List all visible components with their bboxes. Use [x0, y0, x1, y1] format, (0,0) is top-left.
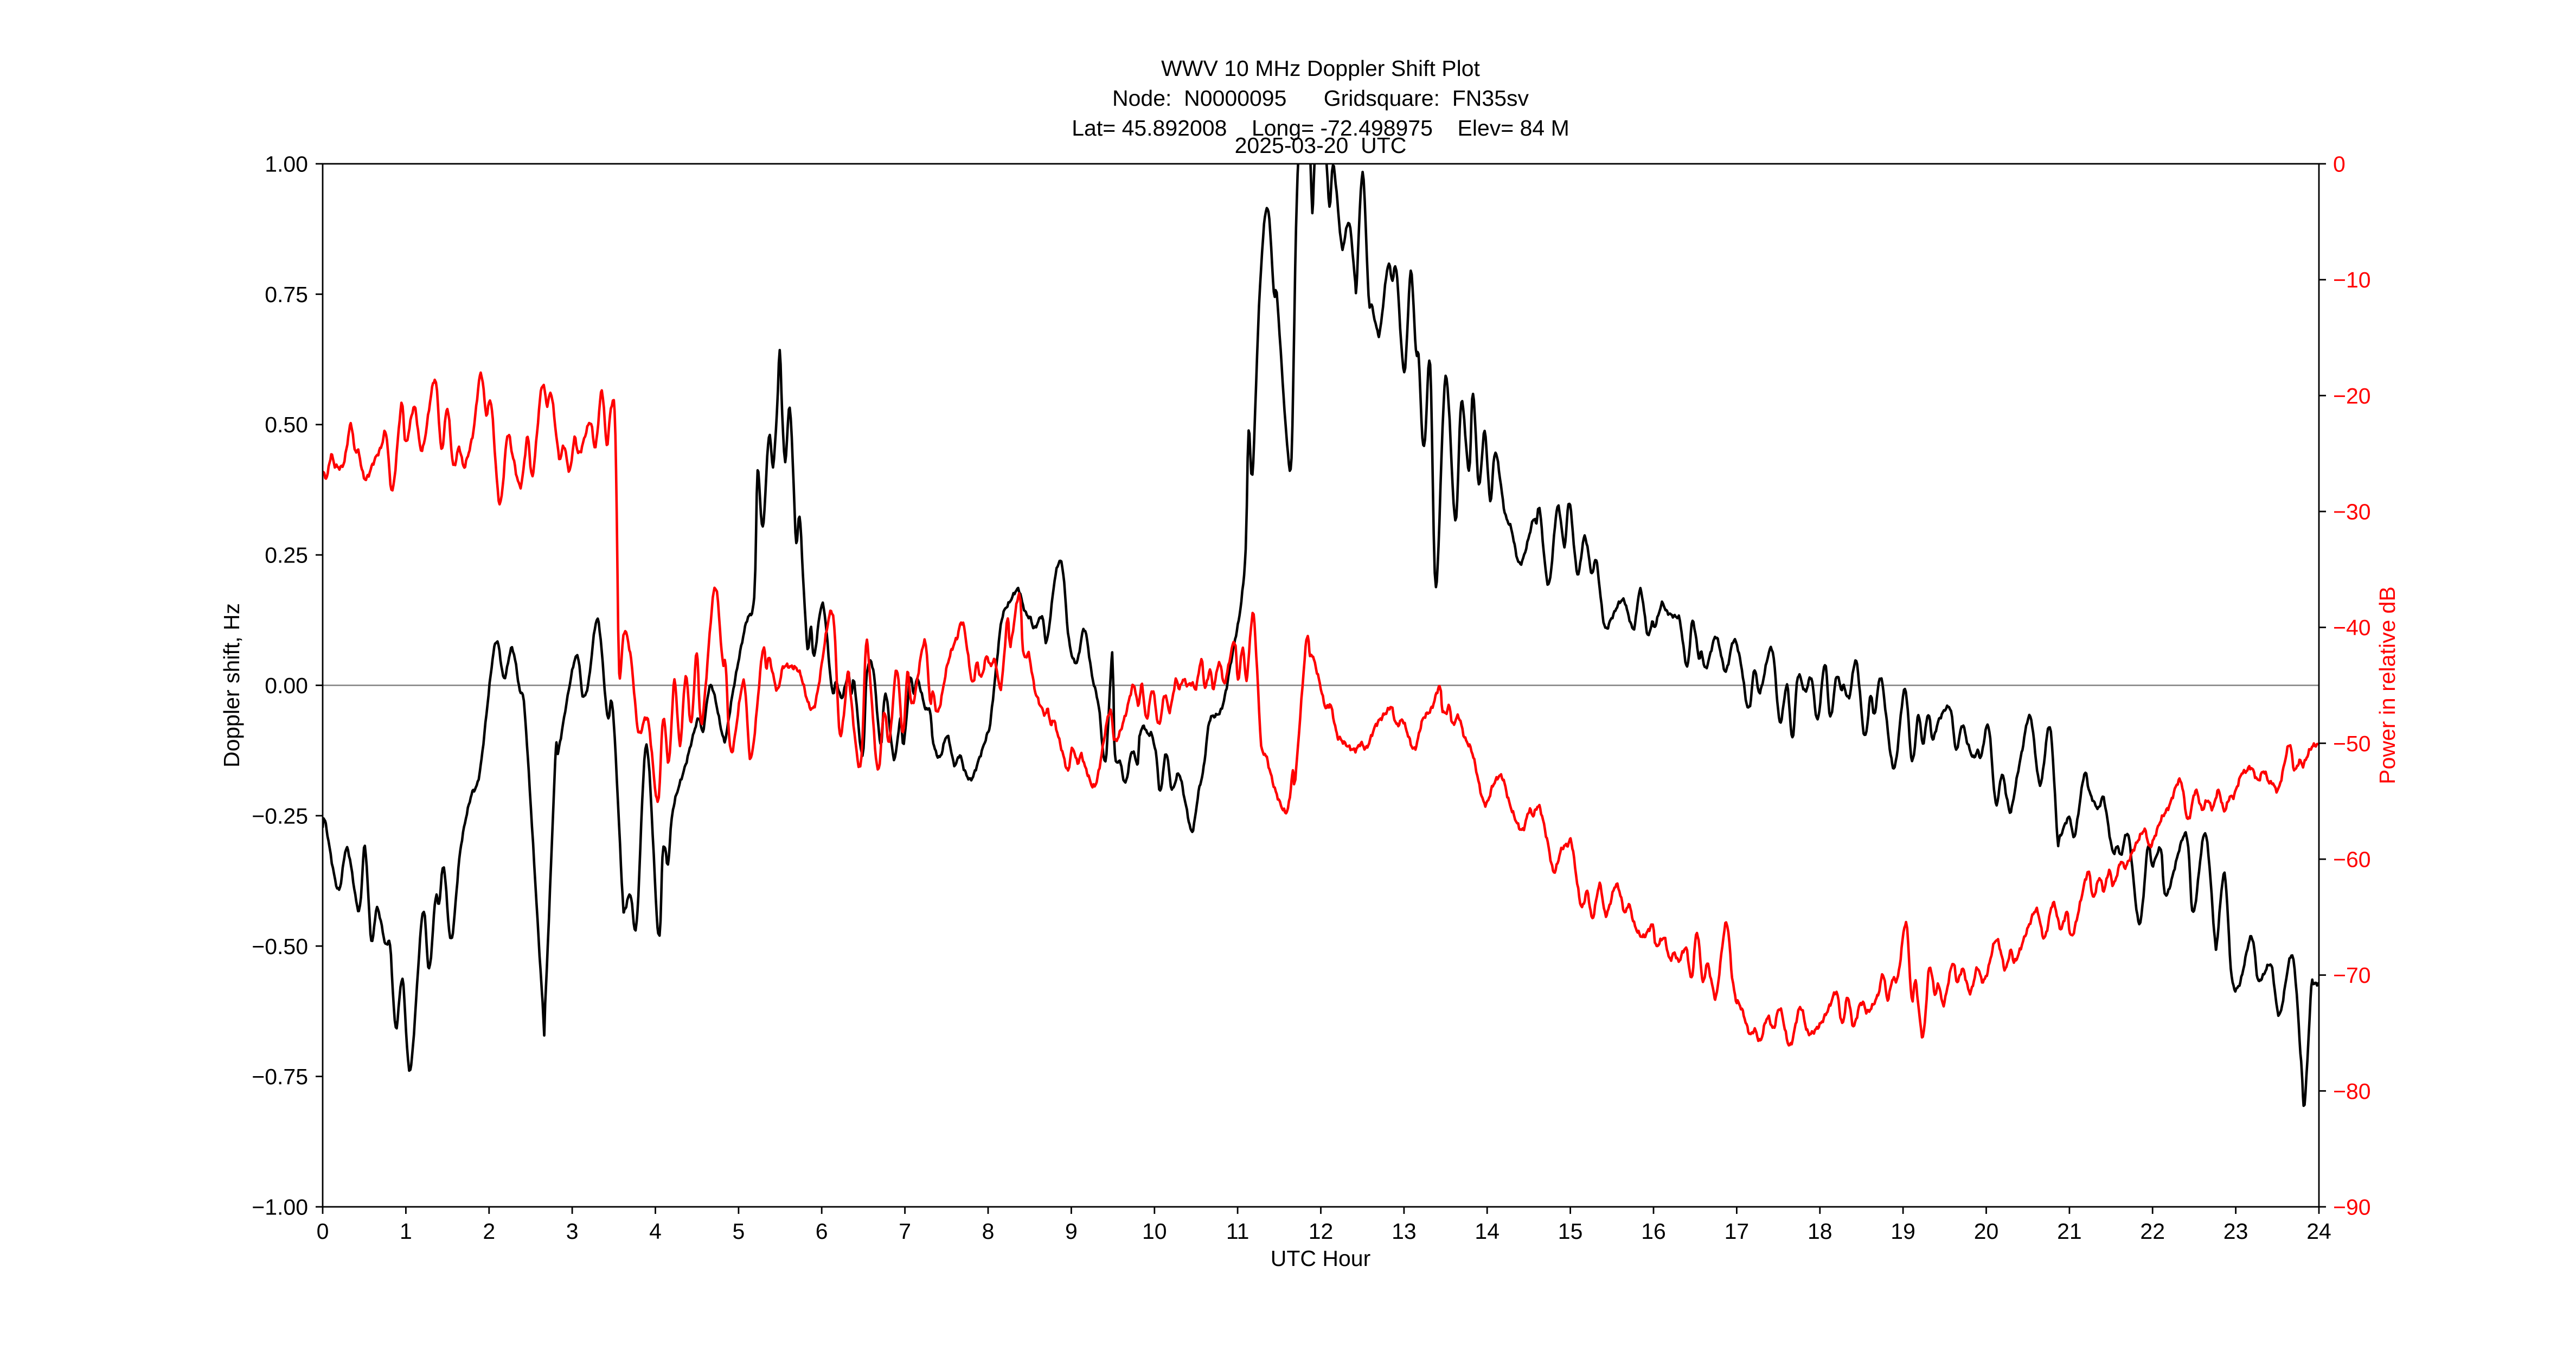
svg-text:−70: −70 [2333, 963, 2371, 988]
svg-text:10: 10 [1142, 1219, 1167, 1244]
svg-text:2025-03-20 UTC: 2025-03-20 UTC [1235, 133, 1407, 158]
svg-text:3: 3 [566, 1219, 579, 1244]
svg-text:11: 11 [1226, 1219, 1249, 1244]
svg-text:0: 0 [317, 1219, 329, 1244]
svg-text:14: 14 [1475, 1219, 1500, 1244]
svg-text:WWV 10 MHz Doppler Shift Plot: WWV 10 MHz Doppler Shift Plot [1161, 56, 1480, 81]
svg-text:−40: −40 [2333, 615, 2371, 640]
svg-text:2: 2 [483, 1219, 495, 1244]
svg-text:4: 4 [649, 1219, 662, 1244]
svg-text:6: 6 [816, 1219, 828, 1244]
svg-text:UTC Hour: UTC Hour [1271, 1246, 1371, 1271]
svg-text:0.00: 0.00 [265, 673, 308, 698]
svg-text:1: 1 [400, 1219, 412, 1244]
svg-text:1.00: 1.00 [265, 152, 308, 177]
svg-text:−0.50: −0.50 [252, 934, 308, 959]
svg-text:15: 15 [1558, 1219, 1583, 1244]
svg-text:7: 7 [899, 1219, 911, 1244]
svg-text:13: 13 [1392, 1219, 1417, 1244]
svg-text:0.75: 0.75 [265, 282, 308, 307]
svg-text:Power in relative dB: Power in relative dB [2375, 586, 2400, 784]
svg-text:16: 16 [1641, 1219, 1666, 1244]
svg-text:5: 5 [732, 1219, 745, 1244]
svg-text:19: 19 [1891, 1219, 1915, 1244]
svg-text:21: 21 [2057, 1219, 2082, 1244]
svg-text:8: 8 [982, 1219, 995, 1244]
svg-text:Doppler shift, Hz: Doppler shift, Hz [219, 603, 244, 767]
svg-text:0.25: 0.25 [265, 543, 308, 568]
svg-text:−60: −60 [2333, 847, 2371, 872]
svg-text:−10: −10 [2333, 267, 2371, 292]
svg-text:Lat= 45.892008 Long= -72.49: Lat= 45.892008 Long= -72.498975 Elev= 84… [1072, 116, 1569, 140]
svg-text:−80: −80 [2333, 1079, 2371, 1104]
svg-text:23: 23 [2223, 1219, 2248, 1244]
svg-text:0.50: 0.50 [265, 412, 308, 437]
svg-text:−50: −50 [2333, 731, 2371, 756]
svg-text:9: 9 [1065, 1219, 1078, 1244]
svg-text:18: 18 [1808, 1219, 1832, 1244]
svg-text:24: 24 [2306, 1219, 2331, 1244]
svg-text:−20: −20 [2333, 383, 2371, 408]
svg-text:17: 17 [1725, 1219, 1750, 1244]
svg-text:−90: −90 [2333, 1195, 2371, 1220]
svg-text:−0.75: −0.75 [252, 1064, 308, 1089]
svg-text:−0.25: −0.25 [252, 803, 308, 828]
svg-text:12: 12 [1309, 1219, 1334, 1244]
svg-text:20: 20 [1974, 1219, 1999, 1244]
svg-text:−1.00: −1.00 [252, 1195, 308, 1220]
svg-text:−30: −30 [2333, 500, 2371, 525]
svg-text:Node: N0000095 Gridsquar: Node: N0000095 Gridsquare: FN35sv [1112, 86, 1529, 111]
svg-text:22: 22 [2140, 1219, 2165, 1244]
svg-text:0: 0 [2333, 152, 2346, 177]
